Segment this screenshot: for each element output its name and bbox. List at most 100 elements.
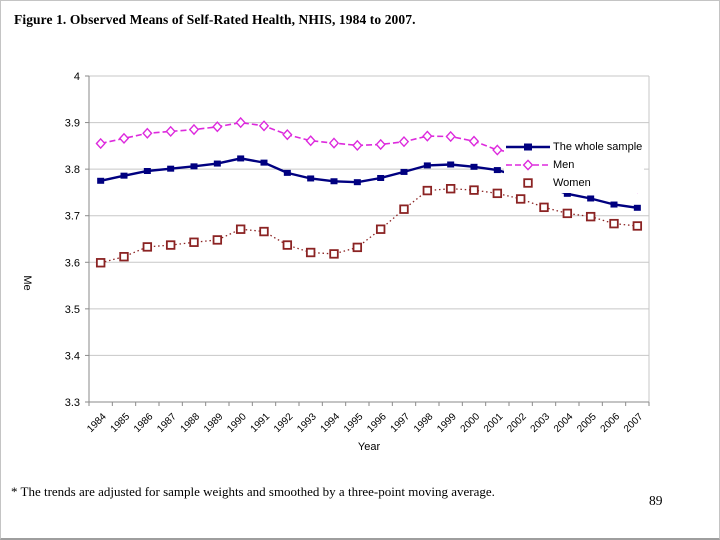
marker-women [235,224,246,234]
marker-women [445,184,456,194]
marker-women [189,237,199,247]
marker-men [445,130,456,143]
marker-women [305,247,316,258]
legend-marker-men-icon [506,159,550,171]
x-tick-label: 2004 [552,411,576,435]
legend-glyph-women [523,178,533,188]
x-tick-label: 2003 [529,411,553,435]
marker-the-whole-sample [307,175,315,182]
marker-the-whole-sample [190,163,198,170]
marker-women [399,204,409,214]
marker-men [142,127,153,139]
y-tick-label: 3.6 [65,257,80,269]
marker-men [235,116,246,129]
marker-the-whole-sample [260,159,268,166]
marker-men [492,144,503,156]
marker-women [282,240,293,250]
marker-the-whole-sample [400,168,408,175]
x-tick-label: 2007 [622,411,646,435]
x-tick-label: 2000 [459,411,483,435]
marker-men [422,130,433,142]
x-tick-label: 1999 [435,411,459,435]
y-tick-label: 3.7 [65,211,80,223]
x-tick-label: 1993 [295,411,319,435]
marker-men [118,132,130,145]
marker-women [469,185,479,195]
legend-item-the-whole-sample: The whole sample [506,138,642,156]
marker-the-whole-sample [587,195,595,202]
marker-women [585,211,596,222]
marker-women [515,194,526,204]
marker-women [375,224,386,234]
marker-women [352,242,363,253]
y-tick-label: 3.8 [65,164,80,176]
marker-men [258,120,270,132]
marker-the-whole-sample [493,167,501,174]
legend: The whole sample Men Women [504,137,645,193]
marker-women [165,240,176,250]
marker-men [188,123,200,136]
x-tick-label: 2001 [482,411,506,435]
x-tick-label: 1997 [389,411,413,435]
x-tick-label: 1994 [319,411,343,435]
footnote: * The trends are adjusted for sample wei… [11,484,495,499]
x-tick-label: 1989 [202,411,226,435]
marker-men [282,129,293,141]
marker-the-whole-sample [563,190,571,197]
marker-men [352,139,363,152]
x-tick-label: 1996 [365,411,389,435]
marker-the-whole-sample [167,165,175,172]
x-tick-label: 1990 [225,411,249,435]
marker-the-whole-sample [237,155,245,162]
x-tick-label: 1992 [272,411,296,435]
y-tick-label: 3.4 [65,350,80,362]
y-tick-label: 3.9 [65,118,80,130]
legend-item-men: Men [506,156,642,174]
marker-women [212,235,223,245]
x-axis-title: Year [358,441,381,453]
x-tick-label: 1986 [132,411,156,435]
marker-the-whole-sample [470,163,478,170]
x-tick-label: 1995 [342,411,366,435]
y-tick-label: 3.3 [65,397,80,409]
y-tick-label: 4 [74,71,80,83]
legend-glyph-men [522,159,534,171]
legend-label-men: Men [553,159,575,171]
x-tick-label: 1984 [85,411,109,435]
marker-the-whole-sample [633,204,641,211]
marker-men [95,137,106,150]
figure-title: Figure 1. Observed Means of Self-Rated H… [14,12,416,27]
x-tick-label: 2002 [505,411,529,435]
marker-women [119,251,129,262]
marker-women [422,185,433,196]
y-axis-title: Me [21,275,33,291]
chart-area: 4 3.9 3.8 3.7 3.6 3.5 3.4 3.3 1984 1985 1986 1987 19… [1,56,701,476]
marker-men [468,135,480,147]
marker-women [95,258,106,268]
x-tick-label: 1998 [412,411,436,435]
marker-the-whole-sample [120,172,128,179]
marker-women [539,202,549,213]
marker-the-whole-sample [213,160,221,167]
marker-women [259,226,269,237]
legend-marker-the-whole-sample-icon [506,143,550,151]
legend-label-women: Women [553,177,591,189]
marker-women [609,218,619,229]
marker-men [398,136,410,148]
marker-the-whole-sample [353,179,361,186]
legend-item-women: Women [506,174,642,192]
x-tick-label: 1991 [249,411,273,435]
marker-men [375,138,386,151]
marker-the-whole-sample [143,168,151,175]
marker-the-whole-sample [283,169,291,176]
marker-men [165,125,176,138]
x-tick-label: 1985 [109,411,133,435]
marker-men [212,121,223,133]
legend-marker-women-icon [523,178,533,188]
legend-glyph-the-whole-sample [524,143,532,151]
marker-women [329,249,339,259]
marker-women [562,208,573,219]
marker-the-whole-sample [330,178,338,185]
